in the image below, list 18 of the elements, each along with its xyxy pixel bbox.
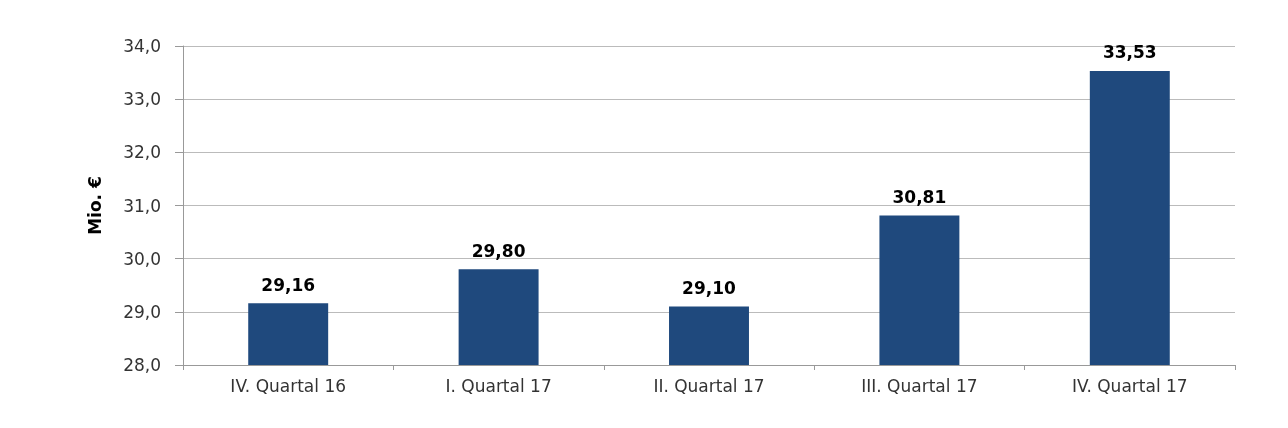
data-label: 33,53 — [1102, 42, 1157, 63]
y-axis-title: Mio. € — [84, 176, 105, 235]
data-label: 29,10 — [682, 278, 737, 299]
data-label: 30,81 — [892, 187, 947, 208]
x-tick-label: IV. Quartal 17 — [1071, 375, 1188, 396]
x-tick-label: II. Quartal 17 — [653, 375, 765, 396]
y-tick-label: 34,0 — [123, 36, 161, 56]
data-label: 29,16 — [261, 274, 316, 295]
x-tick-label: IV. Quartal 16 — [230, 375, 347, 396]
y-tick-label: 31,0 — [123, 195, 161, 216]
y-tick-label: 32,0 — [123, 142, 161, 163]
x-tick-label: III. Quartal 17 — [861, 375, 978, 396]
y-tick-label: 33,0 — [123, 89, 161, 110]
y-tick-label: 29,0 — [123, 301, 161, 322]
data-label: 29,80 — [471, 240, 526, 261]
y-tick-label: 28,0 — [123, 355, 161, 375]
x-tick-label: I. Quartal 17 — [445, 375, 552, 396]
y-tick-label: 30,0 — [123, 248, 161, 269]
